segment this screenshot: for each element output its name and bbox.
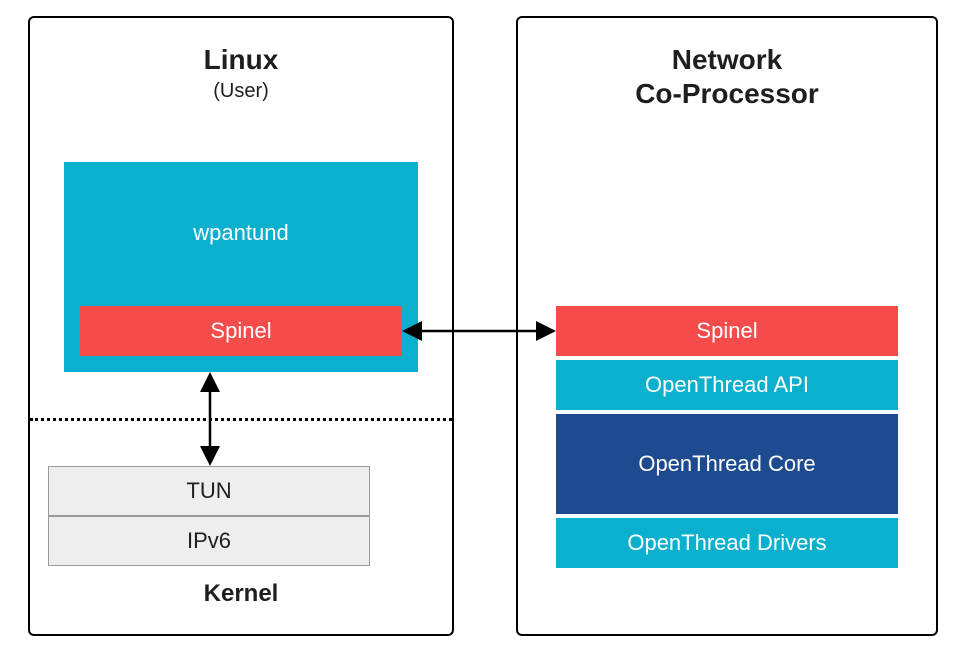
diagram-canvas: Linux (User) wpantund Spinel TUN IPv6 Ke… — [0, 0, 964, 652]
horizontal-arrow — [0, 0, 964, 652]
